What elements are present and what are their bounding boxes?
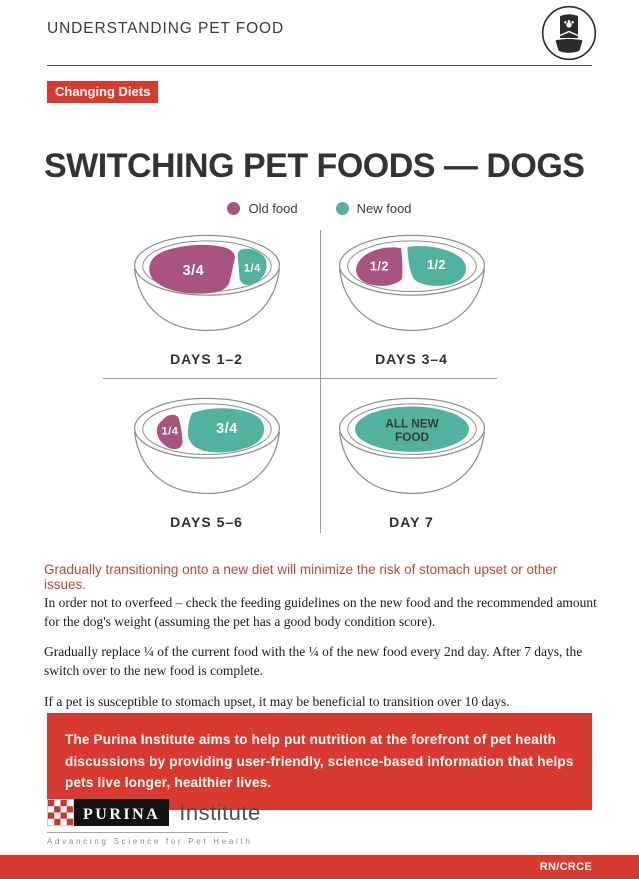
bowl-label-day-7: DAY 7 [389, 514, 434, 530]
page-header-title: UNDERSTANDING PET FOOD [47, 20, 285, 37]
purina-institute-logo: PURINA Institute Advancing Science for P… [47, 799, 261, 846]
bowl-diagram-day-7: ALL NEW FOOD [338, 397, 485, 495]
category-badge: Changing Diets [47, 81, 159, 103]
purina-checkerboard-icon [47, 799, 74, 826]
all-new-food-line1: ALL NEW [385, 417, 439, 430]
logo-tagline: Advancing Science for Pet Health [47, 837, 253, 846]
fraction-old: 1/2 [369, 260, 388, 274]
bottom-red-bar: RN/CRCE [0, 855, 639, 879]
bowl-diagram-days-5-6: 1/4 3/4 [133, 397, 280, 495]
pet-food-bag-bowl-icon [541, 5, 597, 61]
fraction-new: 3/4 [216, 421, 237, 437]
grid-vertical-divider [320, 230, 321, 533]
fraction-new: 1/4 [243, 263, 260, 275]
legend-old-label: Old food [248, 201, 298, 216]
legend-item-new-food: New food [335, 201, 412, 216]
page-title: SWITCHING PET FOODS — DOGS [44, 146, 585, 185]
bowl-label-days-5-6: DAYS 5–6 [170, 514, 243, 530]
bowl-label-days-3-4: DAYS 3–4 [375, 351, 448, 367]
body-paragraph-1: In order not to overfeed – check the fee… [44, 595, 597, 630]
body-paragraph-3: If a pet is susceptible to stomach upset… [44, 693, 510, 709]
old-food-dot-icon [227, 202, 241, 215]
bowl-cell-days-3-4: 1/2 1/2 DAYS 3–4 [303, 229, 520, 367]
bowl-label-days-1-2: DAYS 1–2 [170, 351, 243, 367]
legend-new-label: New food [356, 201, 412, 216]
bowl-diagram-days-3-4: 1/2 1/2 [338, 234, 485, 332]
grid-horizontal-divider [103, 378, 497, 379]
new-food-dot-icon [335, 202, 349, 215]
purina-mission-callout: The Purina Institute aims to help put nu… [47, 713, 592, 810]
header-divider [47, 65, 592, 66]
bowl-diagram-days-1-2: 3/4 1/4 [133, 234, 280, 332]
fraction-old: 1/4 [161, 426, 178, 438]
body-paragraphs: In order not to overfeed – check the fee… [44, 593, 599, 722]
bowl-cell-days-5-6: 1/4 3/4 DAYS 5–6 [98, 392, 315, 530]
legend: Old food New food [0, 201, 639, 216]
bowl-cell-day-7: ALL NEW FOOD DAY 7 [303, 392, 520, 530]
legend-item-old-food: Old food [227, 201, 298, 216]
logo-divider [47, 832, 228, 833]
body-paragraph-2: Gradually replace ¼ of the current food … [44, 644, 583, 679]
fraction-old: 3/4 [182, 263, 203, 279]
key-statement: Gradually transitioning onto a new diet … [44, 562, 558, 592]
institute-wordmark: Institute [179, 799, 261, 825]
bowl-cell-days-1-2: 3/4 1/4 DAYS 1–2 [98, 229, 315, 367]
purina-wordmark: PURINA [74, 799, 170, 826]
fraction-new: 1/2 [426, 258, 445, 272]
all-new-food-line2: FOOD [395, 431, 429, 444]
document-code: RN/CRCE [539, 861, 592, 873]
